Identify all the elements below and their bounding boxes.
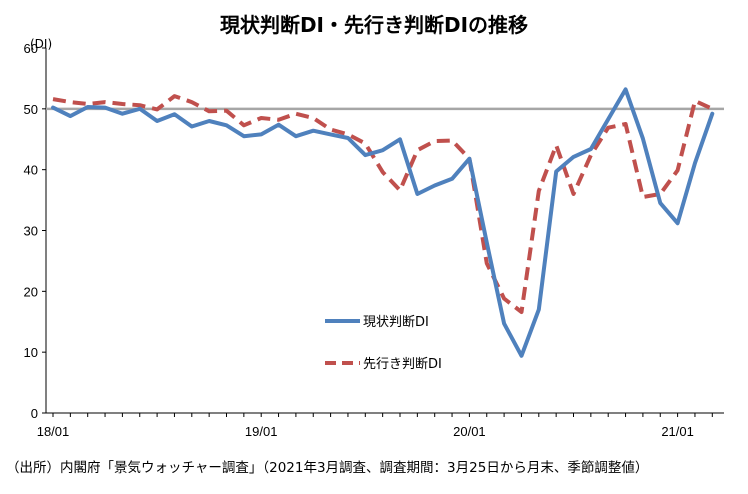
y-tick-label: 50 bbox=[24, 102, 38, 117]
source-note: （出所）内閣府「景気ウォッチャー調査」（2021年3月調査、調査期間：3月25日… bbox=[6, 460, 649, 476]
y-tick-labels: 0 10 20 30 40 50 60 bbox=[24, 41, 38, 421]
legend-label: 先行き判断DI bbox=[363, 357, 442, 372]
chart-title: 現状判断DI・先行き判断DIの推移 bbox=[220, 13, 528, 37]
series-line-genjo bbox=[51, 87, 715, 358]
x-tick-labels: 18/01 19/01 20/01 21/01 bbox=[37, 424, 694, 439]
y-tick-label: 10 bbox=[24, 345, 38, 360]
y-tick-label: 0 bbox=[31, 406, 38, 421]
series-lines bbox=[51, 87, 715, 358]
y-tick-label: 20 bbox=[24, 284, 38, 299]
legend-label: 現状判断DI bbox=[363, 315, 429, 330]
legend: 現状判断DI 先行き判断DI bbox=[325, 315, 442, 372]
x-tick-label: 18/01 bbox=[37, 424, 70, 439]
x-tick-label: 21/01 bbox=[661, 424, 694, 439]
series-line-sakiyuki bbox=[52, 94, 714, 314]
x-tick-label: 20/01 bbox=[453, 424, 486, 439]
y-axis-unit: (DI) bbox=[30, 37, 52, 51]
x-tick-label: 19/01 bbox=[245, 424, 278, 439]
y-tick-label: 40 bbox=[24, 163, 38, 178]
y-tick-label: 60 bbox=[24, 41, 38, 56]
y-tick-label: 30 bbox=[24, 224, 38, 239]
